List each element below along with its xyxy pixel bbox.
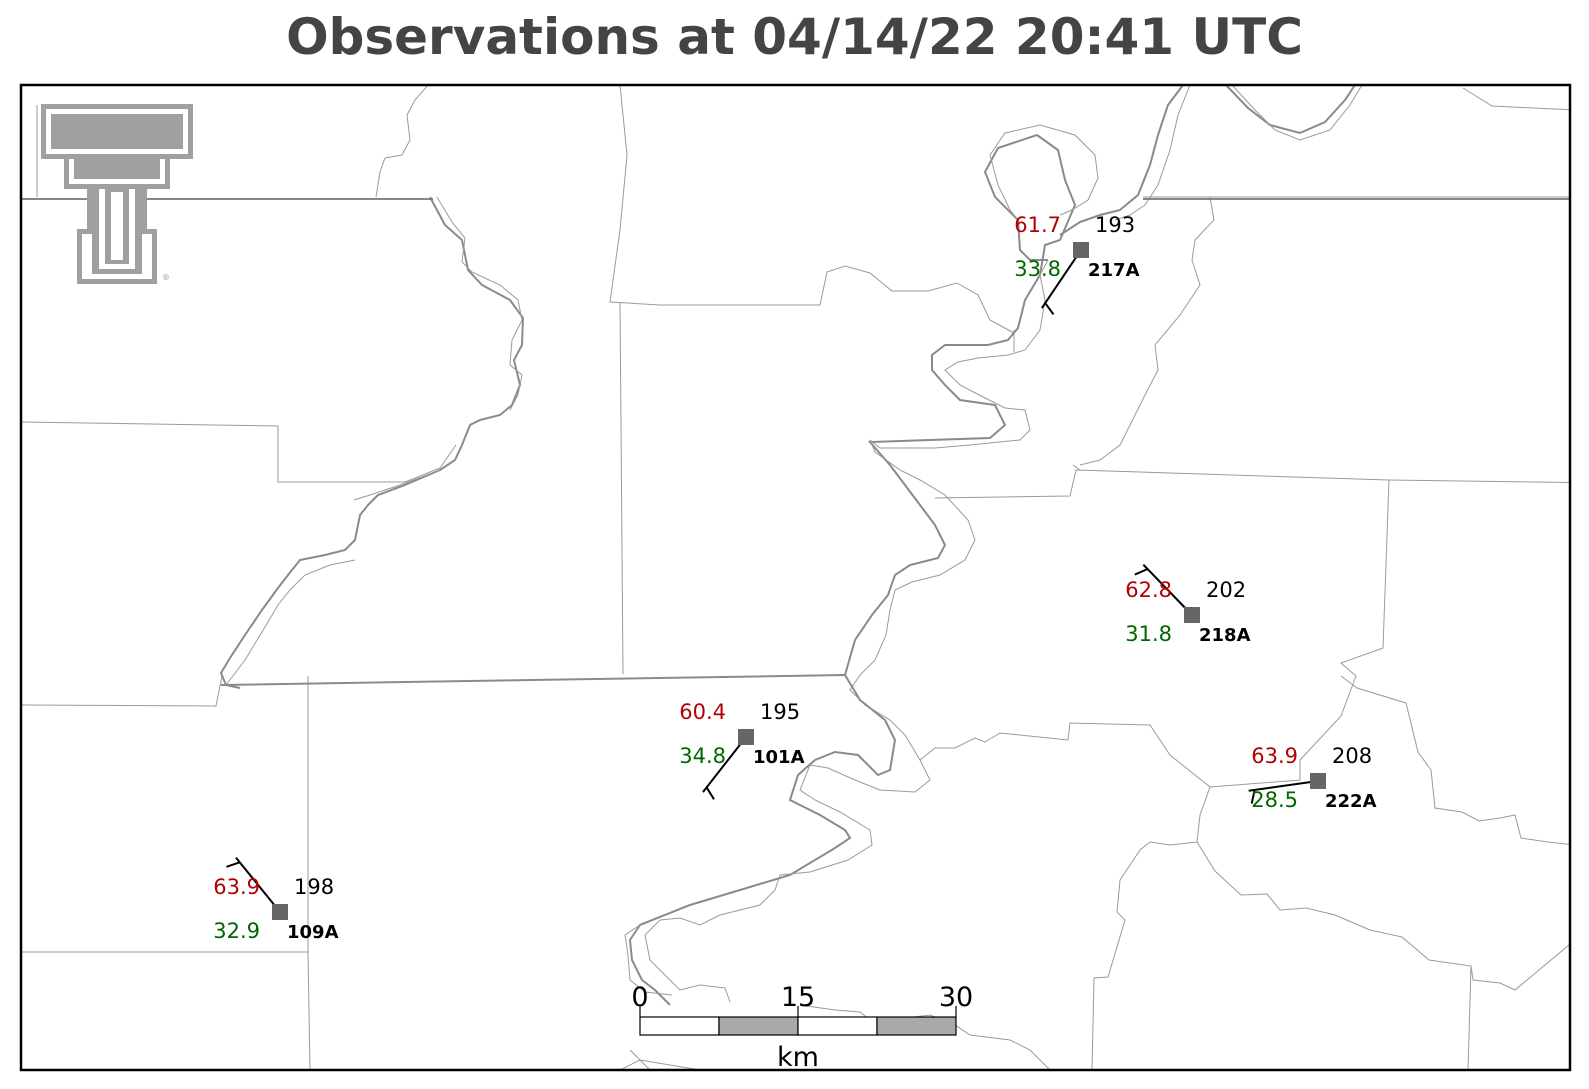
dewpoint-label: 32.9: [213, 919, 260, 943]
wind-direction-label: 208: [1332, 744, 1372, 768]
scale-tick-label: 30: [939, 982, 973, 1013]
temperature-label: 61.7: [1014, 213, 1061, 237]
station-plot: 63.9 198 32.9 109A: [213, 856, 339, 943]
station-marker: [1184, 607, 1200, 623]
wind-barb-flag: [1044, 302, 1055, 315]
wind-direction-label: 193: [1095, 213, 1135, 237]
wind-barb-shaft: [235, 856, 281, 913]
scale-tick-label: 15: [781, 982, 815, 1013]
scale-segment: [797, 1016, 878, 1036]
wind-barb-shaft: [1041, 249, 1082, 309]
temperature-label: 63.9: [1251, 744, 1298, 768]
station-id-label: 109A: [287, 922, 339, 943]
dewpoint-label: 34.8: [679, 744, 726, 768]
wind-barb-flag: [705, 786, 715, 800]
wind-barb-flag: [1250, 789, 1256, 804]
temperature-label: 62.8: [1125, 578, 1172, 602]
station-plot: 63.9 208 28.5 222A: [1248, 744, 1377, 812]
temperature-label: 63.9: [213, 875, 260, 899]
station-marker: [272, 904, 288, 920]
map-title: Observations at 04/14/22 20:41 UTC: [286, 8, 1303, 66]
county-boundaries: [21, 85, 1570, 1070]
dewpoint-label: 31.8: [1125, 622, 1172, 646]
rivers: [21, 85, 1570, 1070]
wind-barb-flag: [226, 861, 241, 868]
scale-unit-label: km: [777, 1042, 819, 1073]
station-id-label: 217A: [1088, 260, 1140, 281]
station-id-label: 218A: [1199, 625, 1251, 646]
scale-bar: 0 15 30 km: [631, 982, 973, 1073]
station-plot: 60.4 195 34.8 101A: [679, 700, 805, 800]
map-frame: [19, 83, 1572, 1072]
station-marker: [1073, 242, 1089, 258]
basemap: [21, 85, 1570, 1070]
station-plot: 61.7 193 33.8 217A: [1014, 213, 1140, 315]
station-id-label: 101A: [753, 747, 805, 768]
temperature-label: 60.4: [679, 700, 726, 724]
texas-tech-double-t-logo: ®: [41, 104, 193, 284]
scale-segment: [639, 1016, 720, 1036]
station-plot: 62.8 202 31.8 218A: [1125, 563, 1251, 646]
wind-barb-shaft: [702, 736, 747, 793]
dewpoint-label: 28.5: [1251, 788, 1298, 812]
dewpoint-label: 33.8: [1014, 257, 1061, 281]
stations-layer: 61.7 193 33.8 217A 62.8 202 31.8 218A 60.4 195 34.…: [213, 213, 1376, 943]
wind-direction-label: 195: [760, 700, 800, 724]
scale-segment: [876, 1016, 957, 1036]
wind-barb-shaft: [1248, 780, 1319, 792]
station-marker: [738, 729, 754, 745]
scale-segment: [718, 1016, 799, 1036]
station-marker: [1310, 773, 1326, 789]
wind-direction-label: 202: [1206, 578, 1246, 602]
station-id-label: 222A: [1325, 791, 1377, 812]
wind-barb-flag: [1134, 568, 1148, 576]
wind-barb-shaft: [1142, 563, 1193, 616]
registered-mark: ®: [162, 273, 170, 282]
scale-tick-label: 0: [631, 982, 648, 1013]
wind-direction-label: 198: [294, 875, 334, 899]
